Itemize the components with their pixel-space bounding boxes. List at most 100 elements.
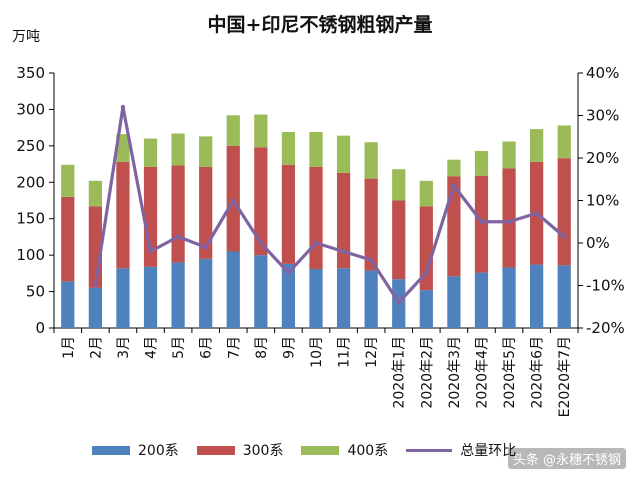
bar-200系-7月 — [226, 251, 240, 328]
bar-300系-10月 — [309, 166, 323, 269]
point-total-mom — [203, 245, 208, 250]
x-tick-label: 10月 — [309, 336, 325, 368]
x-tick-label: 1月 — [61, 336, 77, 359]
bar-200系-2020年4月 — [474, 272, 489, 328]
bar-200系-2020年5月 — [502, 267, 516, 328]
bar-200系-8月 — [254, 255, 268, 328]
bar-400系-2020年3月 — [447, 159, 461, 177]
bar-400系-2020年5月 — [502, 141, 516, 169]
bar-300系-3月 — [116, 161, 130, 269]
x-tick-label: 12月 — [364, 336, 380, 368]
bar-400系-4月 — [143, 138, 158, 167]
x-tick-label: 8月 — [254, 336, 270, 359]
x-tick-label: E2020年7月 — [557, 336, 573, 417]
bar-200系-4月 — [143, 266, 158, 328]
bar-400系-3月 — [116, 134, 130, 162]
y-tick-label: 100 — [16, 246, 45, 264]
bar-400系-2020年6月 — [530, 129, 544, 162]
legend-label-total-mom: 总量环比 — [460, 443, 517, 459]
legend-item-300: 300系 — [196, 440, 284, 460]
point-total-mom — [148, 249, 153, 254]
bar-300系-9月 — [281, 164, 296, 264]
bar-400系-2月 — [88, 180, 102, 207]
legend-item-total-mom: 总量环比 — [406, 440, 516, 460]
x-tick-label: 7月 — [226, 336, 242, 359]
x-tick-label: 2020年5月 — [502, 336, 518, 409]
bar-400系-5月 — [171, 133, 185, 166]
bar-300系-E2020年7月 — [557, 158, 571, 266]
legend-swatch-200 — [92, 445, 130, 455]
bar-200系-2020年2月 — [419, 290, 433, 328]
y-tick-label: 300 — [16, 100, 45, 118]
bar-300系-2020年1月 — [392, 200, 406, 280]
x-tick-label: 3月 — [116, 336, 132, 359]
y2-tick-label: 40% — [586, 64, 619, 82]
point-total-mom — [313, 240, 319, 246]
y-tick-label: 350 — [16, 64, 45, 82]
point-total-mom — [396, 300, 401, 305]
bar-200系-10月 — [309, 268, 323, 328]
bar-400系-6月 — [199, 136, 213, 167]
bar-200系-2月 — [88, 287, 102, 328]
legend-item-400: 400系 — [301, 440, 388, 460]
point-total-mom — [424, 270, 429, 275]
bar-200系-E2020年7月 — [557, 265, 571, 328]
bar-400系-7月 — [226, 115, 240, 146]
y-tick-label: 150 — [16, 210, 45, 228]
y2-tick-label: -10% — [586, 277, 625, 295]
bar-300系-8月 — [254, 147, 268, 256]
y-tick-label: 0 — [35, 319, 45, 337]
bar-300系-2020年5月 — [502, 168, 516, 268]
x-tick-label: 2月 — [88, 336, 104, 359]
bar-200系-12月 — [364, 270, 378, 328]
bar-300系-2020年2月 — [419, 206, 433, 291]
bar-200系-9月 — [281, 263, 296, 328]
line-total-mom — [93, 105, 566, 305]
point-total-mom — [479, 219, 484, 224]
bar-300系-11月 — [336, 172, 351, 269]
y2-tick-label: 0% — [586, 234, 610, 252]
x-tick-label: 9月 — [281, 336, 297, 359]
bar-300系-5月 — [171, 165, 185, 263]
bar-200系-3月 — [116, 268, 130, 328]
x-tick-label: 5月 — [171, 336, 187, 359]
x-tick-label: 2020年2月 — [419, 336, 435, 409]
y2-tick-label: -20% — [586, 319, 625, 337]
point-total-mom — [258, 240, 264, 246]
bar-200系-1月 — [61, 281, 75, 328]
point-total-mom — [93, 283, 98, 288]
bar-300系-6月 — [199, 166, 213, 259]
legend-label-200: 200系 — [138, 443, 179, 459]
point-total-mom — [120, 104, 126, 110]
y-tick-label: 200 — [16, 173, 45, 191]
y-axis-unit-label: 万吨 — [12, 29, 40, 45]
bar-200系-11月 — [336, 268, 351, 328]
x-tick-label: 2020年6月 — [530, 336, 546, 409]
y-tick-label: 250 — [16, 137, 45, 155]
point-total-mom — [506, 219, 512, 224]
legend-swatch-300 — [196, 445, 235, 455]
legend-swatch-400 — [301, 445, 340, 455]
bar-400系-11月 — [336, 135, 351, 173]
point-total-mom — [534, 211, 539, 216]
bar-400系-2020年4月 — [474, 150, 489, 176]
bar-300系-2020年4月 — [474, 175, 489, 273]
y-tick-label: 50 — [26, 283, 45, 301]
bar-400系-2020年1月 — [392, 169, 406, 201]
point-total-mom — [368, 257, 374, 263]
y2-tick-label: 30% — [586, 107, 619, 125]
bar-400系-E2020年7月 — [557, 125, 571, 159]
legend-label-300: 300系 — [242, 443, 284, 459]
x-tick-label: 6月 — [199, 336, 215, 359]
point-total-mom — [175, 234, 181, 239]
legend-line-total-mom — [406, 448, 453, 452]
bar-400系-10月 — [309, 132, 323, 167]
point-total-mom — [231, 198, 236, 203]
bar-400系-9月 — [281, 132, 296, 165]
bar-400系-12月 — [364, 142, 378, 179]
bar-300系-1月 — [61, 196, 75, 282]
point-total-mom — [341, 249, 346, 254]
bar-300系-12月 — [364, 178, 378, 271]
bar-200系-6月 — [199, 258, 213, 328]
